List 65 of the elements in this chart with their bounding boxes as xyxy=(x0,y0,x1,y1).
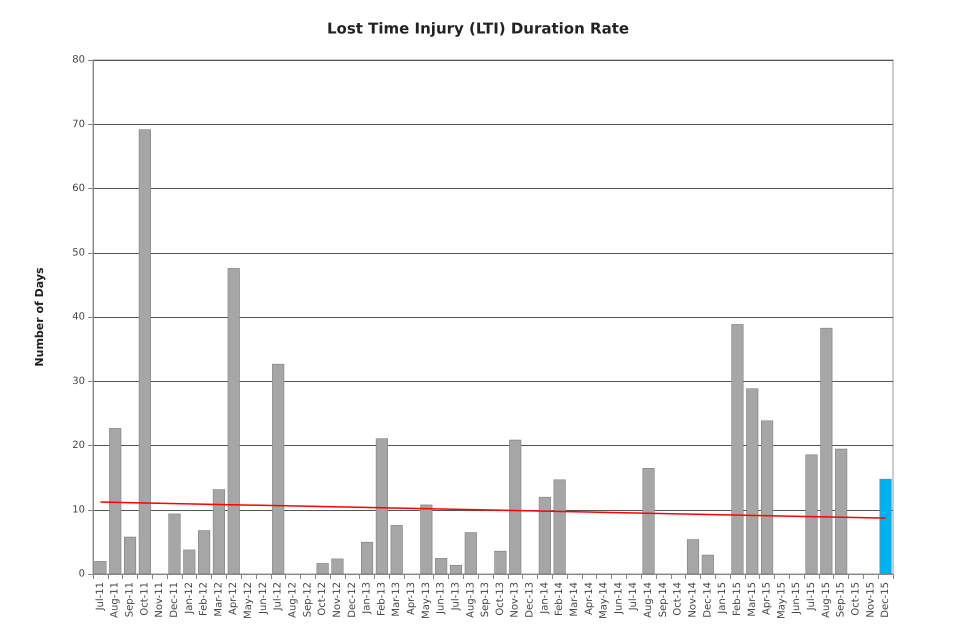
x-tick-label: Aug-11 xyxy=(110,582,121,618)
x-tick-label: Nov-15 xyxy=(865,582,876,618)
x-tick-label: Jan-12 xyxy=(184,582,195,615)
x-tick-label: Jul-11 xyxy=(94,582,106,612)
x-tick-label: Mar-13 xyxy=(391,582,402,617)
x-tick-label: Oct-15 xyxy=(850,582,862,616)
x-tick-label: Dec-11 xyxy=(168,582,180,618)
x-tick-label: Oct-14 xyxy=(672,582,684,616)
x-tick-label: Mar-15 xyxy=(746,582,758,617)
x-tick-label: Mar-14 xyxy=(568,582,580,617)
x-tick-label: Jul-12 xyxy=(272,582,284,612)
y-tick-label: 30 xyxy=(72,376,85,387)
x-tick-label: Sep-11 xyxy=(124,582,136,618)
x-tick-label: May-14 xyxy=(598,582,610,619)
y-tick-label: 80 xyxy=(72,54,85,66)
chart-title: Lost Time Injury (LTI) Duration Rate xyxy=(326,20,630,38)
y-axis-title: Number of Days xyxy=(33,266,46,367)
x-tick-label: Dec-12 xyxy=(346,582,358,618)
x-tick-label: Jan-15 xyxy=(717,582,728,615)
x-tick-label: Jun-14 xyxy=(613,582,624,615)
x-tick-label: Feb-13 xyxy=(376,582,388,616)
x-tick-label: Oct-11 xyxy=(139,582,150,616)
x-tick-label: Dec-15 xyxy=(880,582,892,618)
x-tick-label: Apr-14 xyxy=(584,582,595,615)
x-tick-label: Jan-14 xyxy=(539,582,550,615)
x-tick-label: Jan-13 xyxy=(362,582,373,615)
x-tick-label: Aug-14 xyxy=(643,582,654,618)
x-tick-label: Apr-15 xyxy=(762,582,773,615)
x-tick-label: Sep-14 xyxy=(658,582,669,618)
x-tick-label: Jul-15 xyxy=(806,582,818,612)
y-tick-label: 10 xyxy=(72,504,85,516)
x-tick-label: Feb-14 xyxy=(554,582,566,616)
x-tick-label: May-12 xyxy=(243,582,254,619)
x-tick-label: Mar-12 xyxy=(213,582,224,617)
x-tick-label: Nov-13 xyxy=(510,582,521,618)
x-tick-label: Jun-15 xyxy=(791,582,802,615)
y-tick-label: 20 xyxy=(72,440,85,451)
y-tick-label: 60 xyxy=(72,183,85,194)
y-tick-label: 40 xyxy=(72,312,85,322)
x-tick-label: Oct-13 xyxy=(494,582,506,616)
x-tick-label: Feb-12 xyxy=(198,582,210,616)
x-tick-label: Jun-13 xyxy=(436,582,447,615)
y-tick-label: 0 xyxy=(78,568,85,580)
x-tick-label: May-15 xyxy=(776,582,788,619)
x-tick-label: Dec-14 xyxy=(702,582,714,618)
x-tick-label: Nov-14 xyxy=(688,582,698,618)
x-tick-label: May-13 xyxy=(420,582,432,619)
x-tick-label: Aug-13 xyxy=(465,582,476,618)
x-tick-label: Nov-12 xyxy=(332,582,343,618)
x-tick-label: Apr-13 xyxy=(406,582,418,615)
x-tick-label: Sep-12 xyxy=(302,582,314,618)
x-tick-label: Jun-12 xyxy=(258,582,269,615)
x-tick-label: Jul-14 xyxy=(628,582,640,612)
x-tick-label: Aug-15 xyxy=(820,582,832,618)
y-tick-label: 70 xyxy=(72,118,85,130)
x-tick-label: Feb-15 xyxy=(732,582,743,616)
x-tick-label: Dec-13 xyxy=(524,582,536,618)
x-tick-label: Sep-15 xyxy=(836,582,847,618)
x-tick-label: Oct-12 xyxy=(317,582,328,616)
x-tick-label: Nov-11 xyxy=(154,582,166,618)
x-tick-label: Aug-12 xyxy=(288,582,298,618)
x-tick-label: Jul-13 xyxy=(450,582,462,612)
x-tick-label: Apr-12 xyxy=(228,582,240,615)
y-tick-label: 50 xyxy=(72,247,85,258)
x-tick-label: Sep-13 xyxy=(480,582,492,618)
